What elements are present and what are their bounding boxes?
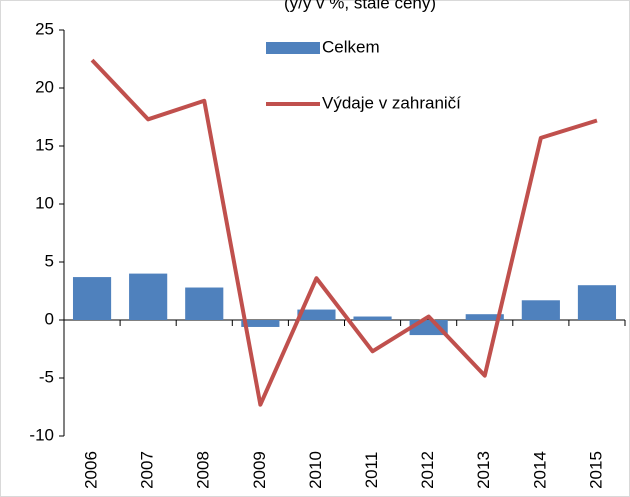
bar — [185, 287, 224, 320]
bar — [72, 277, 112, 320]
y-tick-label: 25 — [35, 19, 54, 38]
legend-label: Celkem — [322, 37, 380, 56]
bar — [129, 273, 168, 320]
y-tick-label: 20 — [35, 77, 54, 96]
y-tick-label: 0 — [45, 309, 54, 328]
bar — [465, 314, 504, 320]
y-tick-label: 15 — [35, 135, 54, 154]
x-tick-label: 2013 — [474, 451, 493, 489]
y-tick-label: -10 — [29, 425, 54, 444]
x-tick-label: 2008 — [194, 451, 213, 489]
line — [90, 58, 598, 407]
y-tick-label: 5 — [45, 251, 54, 270]
x-tick-label: 2009 — [250, 451, 269, 489]
legend-label: Výdaje v zahraničí — [322, 93, 461, 112]
x-tick-label: 2011 — [362, 452, 381, 489]
bar — [521, 300, 560, 320]
x-tick-label: 2007 — [138, 451, 157, 489]
bar — [241, 320, 280, 327]
x-tick-label: 2010 — [306, 451, 325, 489]
bar — [577, 285, 617, 320]
y-tick-label: -5 — [39, 367, 54, 386]
y-tick-label: 10 — [35, 193, 54, 212]
legend-swatch — [266, 42, 320, 54]
chart-title: (y/y v %, stálé ceny) — [284, 0, 436, 12]
x-tick-label: 2015 — [586, 451, 605, 489]
x-tick-label: 2012 — [418, 451, 437, 489]
x-tick-label: 2006 — [82, 451, 101, 489]
x-tick-label: 2014 — [530, 451, 549, 489]
bar — [297, 309, 336, 320]
bar — [353, 316, 392, 320]
